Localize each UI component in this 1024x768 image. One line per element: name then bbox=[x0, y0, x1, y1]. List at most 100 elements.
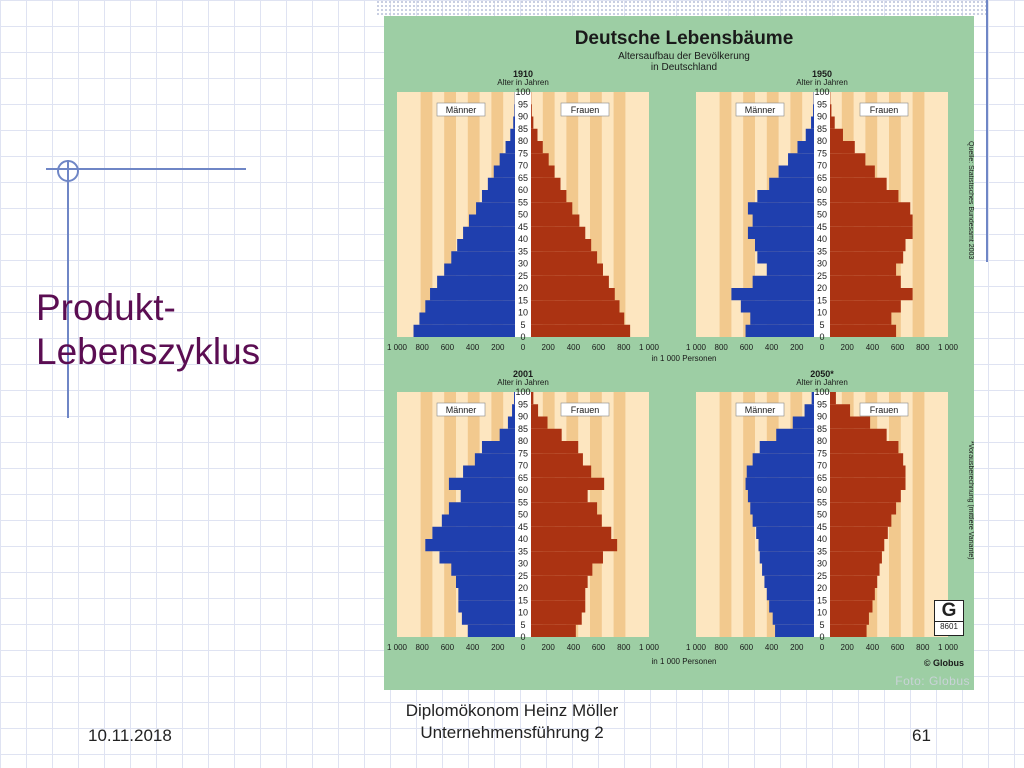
x-tick-label: 800 bbox=[916, 643, 930, 652]
female-bar-age-40 bbox=[531, 226, 586, 239]
footer-subject: Unternehmensführung 2 bbox=[420, 723, 604, 742]
male-bar-age-25 bbox=[766, 263, 814, 276]
age-tick-label: 85 bbox=[518, 124, 528, 134]
age-tick-label: 20 bbox=[518, 583, 528, 593]
female-bar-age-20 bbox=[830, 575, 878, 588]
grid-stripe-left bbox=[420, 92, 433, 337]
age-tick-label: 100 bbox=[515, 87, 530, 97]
grid-stripe-left bbox=[719, 92, 732, 337]
female-bar-age-10 bbox=[531, 300, 620, 313]
age-tick-label: 10 bbox=[518, 308, 528, 318]
age-tick-label: 15 bbox=[817, 595, 827, 605]
age-tick-label: 75 bbox=[817, 148, 827, 158]
female-bar-age-10 bbox=[531, 600, 586, 613]
female-bar-age-70 bbox=[531, 453, 583, 466]
male-bar-age-75 bbox=[797, 141, 814, 154]
female-bar-age-65 bbox=[830, 165, 875, 178]
female-bar-age-90 bbox=[531, 104, 532, 117]
age-axis-title: Alter in Jahren bbox=[796, 378, 848, 387]
legend-female: Frauen bbox=[870, 105, 899, 115]
female-bar-age-60 bbox=[531, 477, 605, 490]
globus-logo-letter: G bbox=[941, 600, 957, 621]
legend-female: Frauen bbox=[571, 405, 600, 415]
female-bar-age-80 bbox=[830, 428, 887, 441]
male-bar-age-5 bbox=[419, 312, 515, 325]
female-bar-age-15 bbox=[830, 588, 875, 601]
male-bar-age-15 bbox=[766, 588, 814, 601]
legend-box-female bbox=[560, 102, 610, 117]
age-axis-title: Alter in Jahren bbox=[796, 78, 848, 87]
female-bar-age-95 bbox=[830, 392, 836, 405]
x-tick-label: 1 000 bbox=[686, 643, 707, 652]
top-dot-band bbox=[376, 0, 986, 16]
x-tick-label: 800 bbox=[617, 343, 631, 352]
x-tick-label: 400 bbox=[866, 343, 880, 352]
female-bar-age-85 bbox=[830, 416, 871, 429]
male-bar-age-20 bbox=[764, 575, 814, 588]
age-tick-label: 60 bbox=[817, 185, 827, 195]
age-tick-label: 90 bbox=[817, 412, 827, 422]
globus-logo-code: 8601 bbox=[935, 621, 963, 632]
x-tick-label: 600 bbox=[891, 343, 905, 352]
age-tick-label: 40 bbox=[817, 234, 827, 244]
x-tick-label: 200 bbox=[841, 643, 855, 652]
age-tick-label: 50 bbox=[817, 510, 827, 520]
age-tick-label: 65 bbox=[817, 473, 827, 483]
age-tick-label: 40 bbox=[518, 534, 528, 544]
female-bar-age-45 bbox=[830, 514, 892, 527]
male-bar-age-80 bbox=[776, 428, 814, 441]
age-axis-title: Alter in Jahren bbox=[497, 78, 549, 87]
male-bar-age-35 bbox=[758, 539, 814, 552]
male-bar-age-85 bbox=[811, 116, 814, 129]
x-tick-label: 200 bbox=[790, 643, 804, 652]
age-tick-label: 5 bbox=[520, 320, 525, 330]
male-bar-age-65 bbox=[778, 165, 814, 178]
female-bar-age-95 bbox=[531, 392, 534, 405]
male-bar-age-25 bbox=[444, 263, 515, 276]
male-bar-age-40 bbox=[432, 526, 515, 539]
male-bar-age-10 bbox=[769, 600, 814, 613]
male-bar-age-10 bbox=[458, 600, 515, 613]
male-bar-age-60 bbox=[448, 477, 515, 490]
age-tick-label: 75 bbox=[518, 148, 528, 158]
female-bar-age-50 bbox=[531, 202, 573, 215]
male-bar-age-0 bbox=[413, 324, 515, 337]
x-tick-label: 1 000 bbox=[387, 343, 408, 352]
age-tick-label: 75 bbox=[518, 448, 528, 458]
female-bar-age-90 bbox=[830, 104, 832, 117]
x-tick-label: 1 000 bbox=[938, 643, 959, 652]
female-bar-age-60 bbox=[531, 177, 561, 190]
age-tick-label: 55 bbox=[518, 197, 528, 207]
legend-female: Frauen bbox=[571, 105, 600, 115]
age-tick-label: 65 bbox=[518, 473, 528, 483]
age-tick-label: 45 bbox=[817, 522, 827, 532]
x-tick-label: 600 bbox=[592, 643, 606, 652]
female-bar-age-90 bbox=[830, 404, 851, 417]
age-tick-label: 30 bbox=[518, 559, 528, 569]
male-bar-age-80 bbox=[510, 128, 515, 141]
female-bar-age-0 bbox=[531, 624, 576, 637]
male-bar-age-20 bbox=[437, 275, 515, 288]
male-bar-age-60 bbox=[745, 477, 814, 490]
grid-stripe-left bbox=[743, 392, 755, 637]
age-tick-label: 55 bbox=[518, 497, 528, 507]
x-tick-label: 400 bbox=[567, 343, 581, 352]
female-bar-age-25 bbox=[830, 563, 880, 576]
poster-title: Deutsche Lebensbäume bbox=[575, 28, 794, 49]
age-tick-label: 70 bbox=[518, 161, 528, 171]
male-bar-age-80 bbox=[805, 128, 814, 141]
legend-box-female bbox=[560, 402, 610, 417]
footer-center: Diplomökonom Heinz Möller Unternehmensfü… bbox=[386, 700, 638, 744]
age-tick-label: 5 bbox=[819, 620, 824, 630]
female-bar-age-60 bbox=[830, 177, 887, 190]
age-tick-label: 90 bbox=[518, 112, 528, 122]
age-tick-label: 40 bbox=[817, 534, 827, 544]
age-tick-label: 0 bbox=[520, 332, 525, 342]
x-tick-label: 1 000 bbox=[686, 343, 707, 352]
female-bar-age-70 bbox=[531, 153, 549, 166]
male-bar-age-65 bbox=[463, 465, 515, 478]
age-tick-label: 50 bbox=[518, 510, 528, 520]
male-bar-age-60 bbox=[769, 177, 814, 190]
female-bar-age-0 bbox=[830, 624, 867, 637]
male-bar-age-95 bbox=[811, 392, 814, 405]
